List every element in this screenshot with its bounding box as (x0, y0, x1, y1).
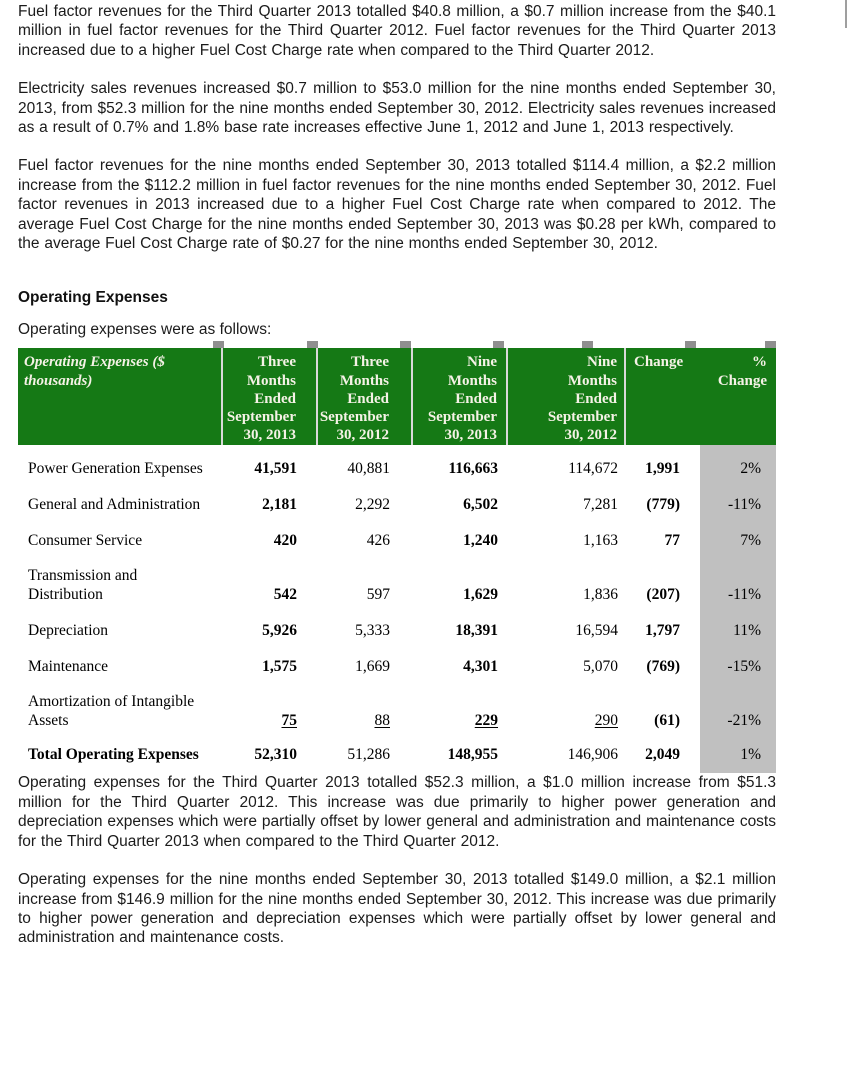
paragraph-opex-q3: Operating expenses for the Third Quarter… (18, 774, 776, 850)
table-row-maintenance: Maintenance 1,575 1,669 4,301 5,070 (769… (18, 649, 776, 686)
col-header-nine-months-2012: Nine Months Ended September 30, 2012 (506, 348, 625, 446)
paragraph-fuel-factor-nine-months: Fuel factor revenues for the nine months… (18, 157, 776, 253)
scan-tick-artifact (400, 341, 411, 349)
paragraph-opex-nine-months: Operating expenses for the nine months e… (18, 871, 776, 947)
col-header-nine-months-2013: Nine Months Ended September 30, 2013 (411, 348, 507, 446)
table-row-general-admin: General and Administration 2,181 2,292 6… (18, 487, 776, 524)
table-row-power-generation: Power Generation Expenses 41,591 40,881 … (18, 445, 776, 488)
operating-expenses-table-wrap: Operating Expenses ($ thousands) Three M… (18, 341, 776, 774)
col-header-change: Change (624, 348, 700, 446)
paragraph-fuel-factor-q3: Fuel factor revenues for the Third Quart… (18, 3, 776, 59)
col-header-three-months-2013: Three Months Ended September 30, 2013 (221, 348, 317, 446)
col-header-pct-change: % Change (700, 348, 776, 446)
scan-tick-artifact (765, 341, 776, 349)
operating-expenses-table: Operating Expenses ($ thousands) Three M… (18, 348, 776, 774)
col-header-title: Operating Expenses ($ thousands) (18, 348, 222, 446)
document-page: Fuel factor revenues for the Third Quart… (18, 0, 776, 967)
table-header: Operating Expenses ($ thousands) Three M… (18, 348, 776, 446)
scan-edge-artifact (845, 0, 847, 28)
table-body: Power Generation Expenses 41,591 40,881 … (18, 445, 776, 774)
scan-tick-artifact (685, 341, 696, 349)
table-row-total-operating-expenses: Total Operating Expenses 52,310 51,286 1… (18, 739, 776, 774)
scan-tick-artifact (582, 341, 593, 349)
paragraph-electricity-sales: Electricity sales revenues increased $0.… (18, 80, 776, 137)
table-row-depreciation: Depreciation 5,926 5,333 18,391 16,594 1… (18, 613, 776, 650)
scan-tick-artifact (307, 341, 318, 349)
scan-tick-artifact (493, 341, 504, 349)
scan-tick-artifact (213, 341, 224, 349)
table-intro-text: Operating expenses were as follows: (18, 321, 272, 339)
table-row-consumer-service: Consumer Service 420 426 1,240 1,163 77 … (18, 523, 776, 560)
col-header-three-months-2012: Three Months Ended September 30, 2012 (316, 348, 412, 446)
table-row-transmission-distribution: Transmission and Distribution 542 597 1,… (18, 559, 776, 614)
section-heading-operating-expenses: Operating Expenses (18, 289, 168, 307)
table-row-amortization-intangible: Amortization of Intangible Assets 75 88 … (18, 685, 776, 740)
